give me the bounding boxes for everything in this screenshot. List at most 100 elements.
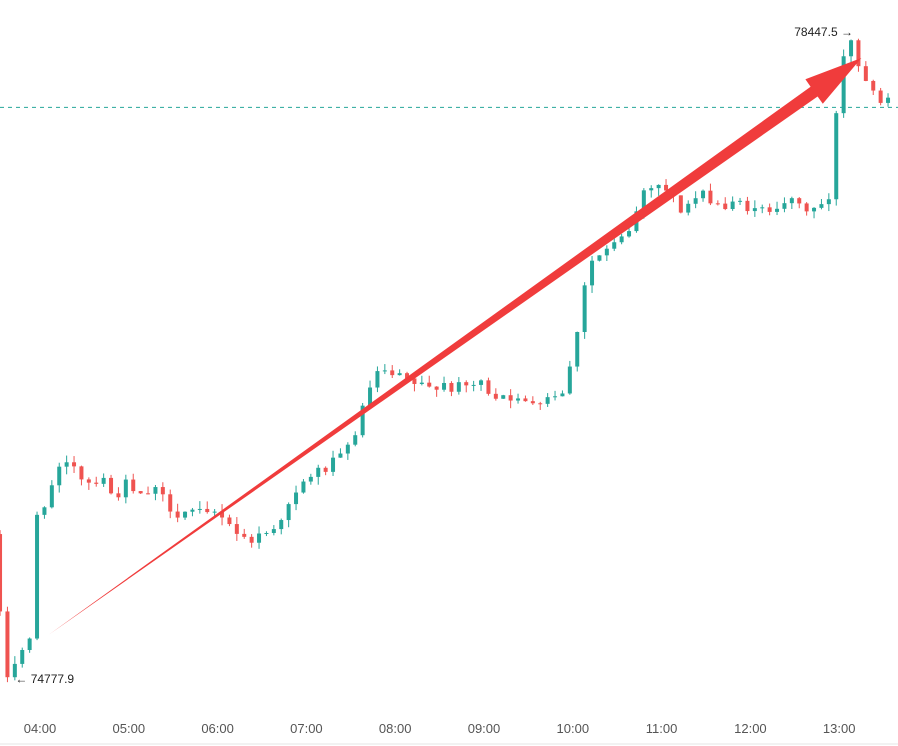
trend-arrow <box>48 58 862 635</box>
candle-body <box>12 663 17 678</box>
candle-body <box>575 332 580 367</box>
candle-body <box>693 198 698 204</box>
candle-body <box>94 482 99 484</box>
candle-body <box>138 491 143 494</box>
candle-body <box>249 536 254 543</box>
candle-body <box>493 393 498 399</box>
candle-body <box>190 509 195 512</box>
candle-body <box>101 477 106 484</box>
candle-body <box>812 207 817 212</box>
candle-body <box>686 203 691 213</box>
candle-body <box>227 517 232 525</box>
candle-body <box>168 494 173 512</box>
x-tick-labels: 04:00 05:00 06:00 07:00 08:00 09:00 10:00 11:00… <box>24 721 856 736</box>
candle-body <box>797 198 802 204</box>
candle-body <box>368 387 373 406</box>
candle-body <box>745 200 750 212</box>
candle-body <box>804 203 809 212</box>
candle-body <box>560 393 565 397</box>
candle-body <box>146 493 151 495</box>
candle-body <box>856 40 861 67</box>
candle-body <box>279 520 284 530</box>
candle-body <box>220 511 225 518</box>
candle-body <box>538 403 543 405</box>
x-tick-label: 12:00 <box>734 721 767 736</box>
x-tick-label: 08:00 <box>379 721 412 736</box>
candle-body <box>656 184 661 189</box>
candle-body <box>508 395 513 401</box>
candle-body <box>730 201 735 210</box>
candle-body <box>0 534 3 612</box>
x-tick-label: 11:00 <box>646 721 678 736</box>
candle-body <box>331 457 336 472</box>
candle-body <box>390 370 395 376</box>
candle-body <box>345 444 350 454</box>
candle-body <box>523 398 528 402</box>
candle-body <box>841 56 846 114</box>
x-tick-label: 10:00 <box>557 721 590 736</box>
candle-body <box>486 380 491 394</box>
candle-body <box>649 188 654 191</box>
candle-body <box>79 466 84 480</box>
candle-body <box>708 190 713 204</box>
candle-body <box>116 493 121 498</box>
candle-body <box>767 207 772 212</box>
candle-body <box>849 40 854 57</box>
high-price-label: 78447.5 → <box>794 25 853 39</box>
candle-body <box>323 467 328 472</box>
x-tick-label: 07:00 <box>290 721 323 736</box>
candle-body <box>641 190 646 212</box>
candle-body <box>308 476 313 482</box>
candle-body <box>664 184 669 191</box>
candle-body <box>464 382 469 386</box>
candle-body <box>5 611 10 678</box>
candle-body <box>242 533 247 537</box>
candle-body <box>782 203 787 209</box>
candle-body <box>752 208 757 212</box>
candle-body <box>871 80 876 91</box>
candle-body <box>819 204 824 208</box>
candle-body <box>286 504 291 521</box>
candle-body <box>456 382 461 392</box>
candle-body <box>775 208 780 212</box>
candle-body <box>863 66 868 81</box>
candle-body <box>582 285 587 333</box>
candle-body <box>701 190 706 199</box>
candle-body <box>419 382 424 384</box>
low-price-label: ← 74777.9 <box>15 672 74 686</box>
candle-body <box>353 435 358 445</box>
candle-body <box>64 462 69 467</box>
candle-body <box>360 405 365 436</box>
candle-body <box>826 199 831 205</box>
candle-body <box>294 492 299 505</box>
candle-body <box>49 485 54 508</box>
candle-body <box>449 382 454 392</box>
candle-body <box>619 236 624 243</box>
candle-body <box>886 97 891 103</box>
candle-body <box>627 231 632 237</box>
candle-body <box>397 373 402 376</box>
candle-body <box>597 255 602 261</box>
candle-body <box>567 366 572 394</box>
candle-body <box>715 203 720 205</box>
candle-body <box>382 370 387 372</box>
candle-body <box>160 487 165 495</box>
candle-body <box>604 248 609 256</box>
candle-body <box>109 477 114 494</box>
x-tick-label: 09:00 <box>468 721 501 736</box>
x-tick-label: 04:00 <box>24 721 57 736</box>
candle-body <box>427 382 432 387</box>
candle-body <box>553 396 558 398</box>
candle-body <box>20 650 25 664</box>
candle-body <box>123 479 128 498</box>
candle-body <box>834 113 839 200</box>
candle-body <box>590 260 595 286</box>
candle-body <box>234 524 239 534</box>
candle-body <box>375 371 380 388</box>
candle-body <box>301 481 306 493</box>
candle-body <box>197 508 202 510</box>
candle-body <box>501 395 506 399</box>
candle-body <box>479 380 484 385</box>
